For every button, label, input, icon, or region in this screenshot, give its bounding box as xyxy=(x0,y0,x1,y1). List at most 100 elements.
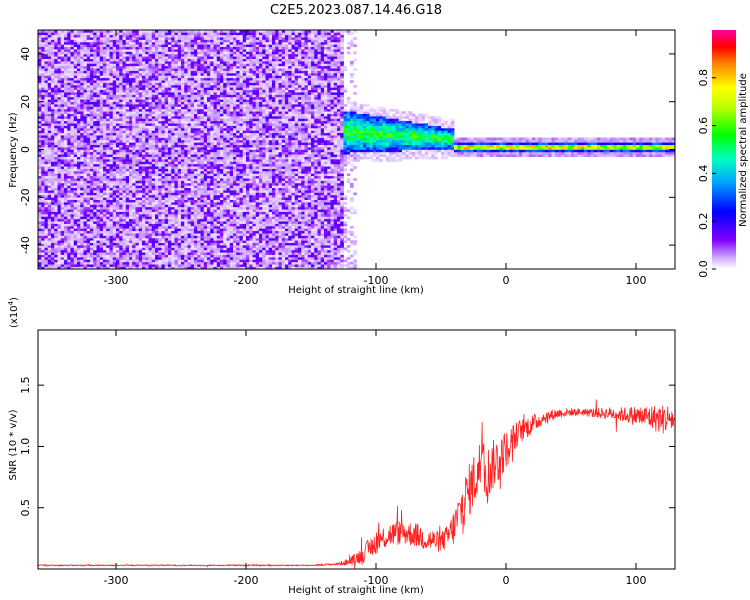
heatmap-cell xyxy=(184,247,188,251)
heatmap-cell xyxy=(135,56,140,59)
heatmap-cell xyxy=(132,185,136,189)
heatmap-cell xyxy=(119,223,123,227)
heatmap-cell xyxy=(194,53,198,57)
heatmap-cell xyxy=(181,130,185,134)
heatmap-cell xyxy=(83,261,88,265)
heatmap-cell xyxy=(57,108,62,112)
heatmap-cell xyxy=(116,53,120,57)
heatmap-cell xyxy=(168,104,172,107)
heatmap-cell xyxy=(171,125,175,129)
heatmap-cell xyxy=(80,106,84,110)
heatmap-cell xyxy=(197,247,201,251)
heatmap-cell xyxy=(70,214,75,217)
heatmap-cell xyxy=(51,132,55,136)
heatmap-cell xyxy=(60,163,65,167)
heatmap-cell xyxy=(41,163,45,167)
heatmap-cell xyxy=(164,204,169,208)
heatmap-cell xyxy=(99,130,104,134)
heatmap-cell xyxy=(135,225,140,229)
heatmap-cell xyxy=(60,261,65,265)
heatmap-cell xyxy=(44,194,49,198)
heatmap-cell xyxy=(70,113,75,117)
heatmap-cell xyxy=(41,94,45,98)
heatmap-cell xyxy=(73,111,78,114)
heatmap-cell xyxy=(151,149,156,153)
heatmap-cell xyxy=(129,245,133,248)
heatmap-cell xyxy=(161,137,166,141)
heatmap-cell xyxy=(142,44,146,48)
heatmap-cell xyxy=(44,259,49,263)
heatmap-cell xyxy=(86,149,91,153)
heatmap-cell xyxy=(171,137,175,141)
heatmap-cell xyxy=(44,185,49,189)
heatmap-cell xyxy=(161,257,166,260)
heatmap-cell xyxy=(80,240,84,244)
heatmap-cell xyxy=(106,211,110,215)
heatmap-cell xyxy=(112,108,117,112)
heatmap-cell xyxy=(64,154,68,157)
heatmap-cell xyxy=(164,101,169,105)
heatmap-cell xyxy=(177,194,182,198)
heatmap-cell xyxy=(90,92,94,95)
heatmap-cell xyxy=(132,41,136,45)
heatmap-cell xyxy=(164,261,169,265)
heatmap-cell xyxy=(129,111,133,114)
heatmap-cell xyxy=(73,139,78,143)
heatmap-cell xyxy=(106,139,110,143)
heatmap-cell xyxy=(57,257,62,260)
heatmap-cell xyxy=(41,104,45,107)
heatmap-cell xyxy=(70,185,75,189)
heatmap-cell xyxy=(96,175,101,179)
heatmap-cell xyxy=(41,171,45,174)
heatmap-cell xyxy=(77,106,81,110)
heatmap-cell xyxy=(135,216,140,220)
heatmap-cell xyxy=(103,63,107,67)
heatmap-cell xyxy=(129,254,133,258)
heatmap-cell xyxy=(99,108,104,112)
heatmap-cell xyxy=(103,89,107,93)
heatmap-cell xyxy=(103,73,107,76)
heatmap-cell xyxy=(64,171,68,174)
heatmap-cell xyxy=(125,113,130,117)
heatmap-cell xyxy=(112,32,117,36)
heatmap-cell xyxy=(99,185,104,189)
heatmap-cell xyxy=(151,116,156,119)
heatmap-cell xyxy=(184,264,188,267)
heatmap-cell xyxy=(119,204,123,208)
heatmap-cell xyxy=(54,137,58,141)
heatmap-cell xyxy=(164,254,169,258)
heatmap-cell xyxy=(197,53,201,57)
heatmap-cell xyxy=(125,190,130,193)
heatmap-cell xyxy=(177,118,182,122)
heatmap-cell xyxy=(138,118,143,122)
heatmap-cell xyxy=(177,237,182,241)
heatmap-cell xyxy=(190,173,195,177)
heatmap-cell xyxy=(119,82,123,86)
heatmap-cell xyxy=(151,228,156,232)
heatmap-cell xyxy=(99,120,104,124)
heatmap-cell xyxy=(73,206,78,210)
heatmap-cell xyxy=(57,73,62,76)
heatmap-cell xyxy=(138,249,143,253)
heatmap-cell xyxy=(197,73,201,76)
heatmap-cell xyxy=(194,132,198,136)
heatmap-cell xyxy=(161,108,166,112)
heatmap-cell xyxy=(135,166,140,169)
heatmap-cell xyxy=(51,89,55,93)
heatmap-cell xyxy=(135,92,140,95)
heatmap-cell xyxy=(135,214,140,217)
heatmap-cell xyxy=(194,80,198,83)
heatmap-cell xyxy=(112,80,117,83)
heatmap-cell xyxy=(194,209,198,212)
heatmap-cell xyxy=(181,264,185,267)
heatmap-cell xyxy=(44,127,49,131)
heatmap-cell xyxy=(51,41,55,45)
heatmap-cell xyxy=(38,161,42,165)
heatmap-cell xyxy=(103,37,107,40)
heatmap-cell xyxy=(112,137,117,141)
heatmap-cell xyxy=(194,101,198,105)
heatmap-cell xyxy=(109,240,114,244)
heatmap-cell xyxy=(67,190,71,193)
heatmap-cell xyxy=(197,223,201,227)
heatmap-cell xyxy=(158,130,162,134)
